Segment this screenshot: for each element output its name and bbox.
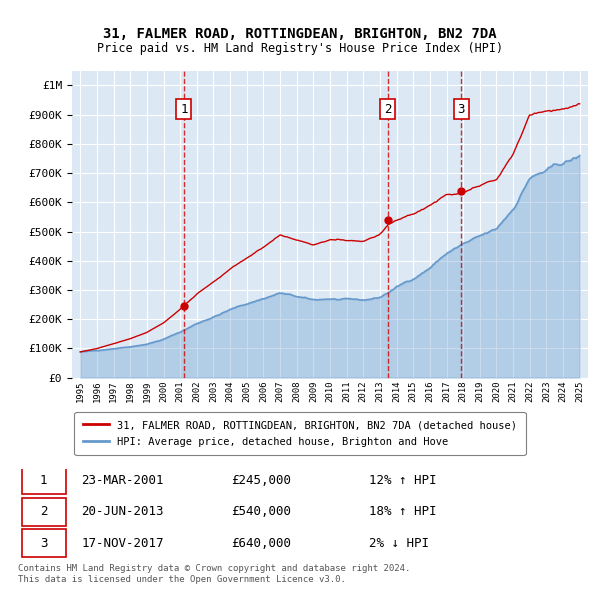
Text: 20-JUN-2013: 20-JUN-2013: [81, 506, 164, 519]
Text: £540,000: £540,000: [231, 506, 291, 519]
Text: 2% ↓ HPI: 2% ↓ HPI: [369, 536, 429, 549]
Text: 31, FALMER ROAD, ROTTINGDEAN, BRIGHTON, BN2 7DA: 31, FALMER ROAD, ROTTINGDEAN, BRIGHTON, …: [103, 27, 497, 41]
Text: £640,000: £640,000: [231, 536, 291, 549]
FancyBboxPatch shape: [22, 467, 65, 494]
FancyBboxPatch shape: [22, 498, 65, 526]
Text: 3: 3: [40, 536, 47, 549]
FancyBboxPatch shape: [22, 529, 65, 557]
Text: 12% ↑ HPI: 12% ↑ HPI: [369, 474, 437, 487]
Text: 2: 2: [40, 506, 47, 519]
Text: 23-MAR-2001: 23-MAR-2001: [81, 474, 164, 487]
Text: £245,000: £245,000: [231, 474, 291, 487]
Text: 2: 2: [384, 103, 392, 116]
Text: 3: 3: [458, 103, 465, 116]
Text: 1: 1: [40, 474, 47, 487]
Legend: 31, FALMER ROAD, ROTTINGDEAN, BRIGHTON, BN2 7DA (detached house), HPI: Average p: 31, FALMER ROAD, ROTTINGDEAN, BRIGHTON, …: [74, 412, 526, 455]
Text: Price paid vs. HM Land Registry's House Price Index (HPI): Price paid vs. HM Land Registry's House …: [97, 42, 503, 55]
Text: 17-NOV-2017: 17-NOV-2017: [81, 536, 164, 549]
Text: This data is licensed under the Open Government Licence v3.0.: This data is licensed under the Open Gov…: [18, 575, 346, 584]
Text: 1: 1: [180, 103, 188, 116]
Text: 18% ↑ HPI: 18% ↑ HPI: [369, 506, 437, 519]
Text: Contains HM Land Registry data © Crown copyright and database right 2024.: Contains HM Land Registry data © Crown c…: [18, 565, 410, 573]
